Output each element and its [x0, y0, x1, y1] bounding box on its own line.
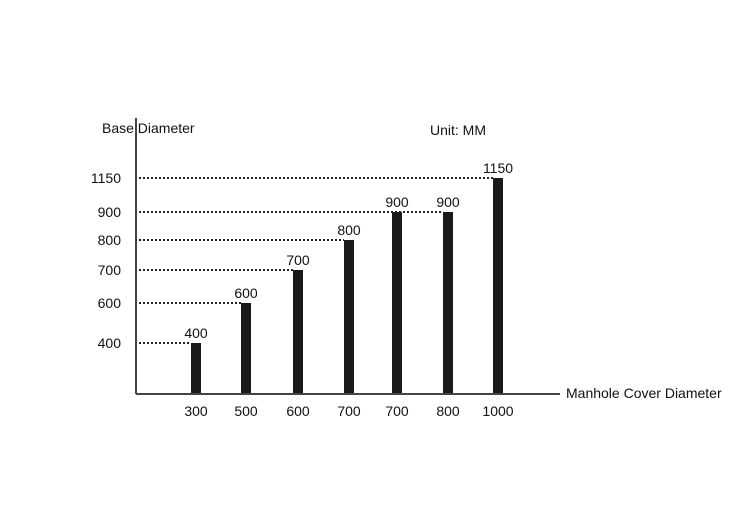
bar-value-label: 700 — [286, 252, 310, 268]
bar — [293, 270, 303, 393]
x-tick-label: 600 — [286, 403, 310, 419]
x-axis-title: Manhole Cover Diameter — [566, 385, 722, 401]
bar — [344, 240, 354, 393]
y-tick-label: 600 — [98, 295, 122, 311]
y-tick-label: 400 — [98, 335, 122, 351]
bar-value-label: 1150 — [483, 160, 513, 176]
x-tick-label: 500 — [234, 403, 258, 419]
bar-value-label: 800 — [337, 222, 361, 238]
bar — [493, 178, 503, 393]
y-tick-label: 700 — [98, 262, 122, 278]
y-tick-label: 1150 — [91, 170, 121, 186]
x-tick-label: 700 — [385, 403, 409, 419]
bar — [241, 303, 251, 393]
bar-value-label: 900 — [436, 194, 460, 210]
bar — [392, 212, 402, 393]
x-tick-label: 700 — [337, 403, 361, 419]
y-tick-label: 900 — [98, 204, 122, 220]
bar-value-label: 600 — [234, 285, 258, 301]
bar — [443, 212, 453, 393]
chart-marks: 400 600 700 800 900 1150 400 300 600 500 700 600 800… — [91, 160, 514, 419]
bar-value-label: 400 — [184, 325, 208, 341]
y-axis-title: Base Diameter — [102, 120, 195, 136]
x-tick-label: 1000 — [482, 403, 513, 419]
unit-label: Unit: MM — [430, 122, 486, 138]
bar-value-label: 900 — [385, 194, 409, 210]
x-tick-label: 800 — [436, 403, 460, 419]
y-tick-label: 800 — [98, 232, 122, 248]
x-tick-label: 300 — [184, 403, 208, 419]
bar — [191, 343, 201, 393]
